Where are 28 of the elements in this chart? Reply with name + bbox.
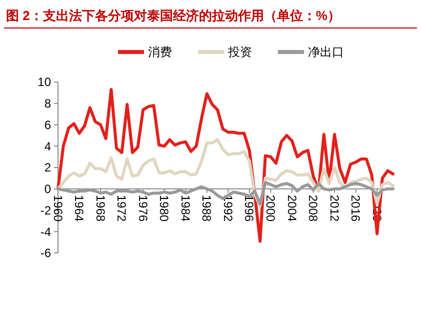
x-tick-label: 1996 [242, 194, 256, 222]
x-tick-label: 1984 [178, 194, 192, 222]
x-tick-label: 1972 [114, 194, 129, 222]
y-tick-label: -2 [40, 203, 52, 218]
x-tick-label: 2016 [348, 194, 363, 222]
x-tick-label: 2008 [306, 194, 320, 222]
y-tick-label: 2 [44, 160, 52, 175]
x-tick-label: 1988 [200, 194, 214, 222]
x-tick-label: 1980 [157, 194, 172, 222]
y-tick-label: 0 [44, 182, 52, 196]
x-tick-label: 2004 [284, 194, 299, 222]
chart-title: 图 2：支出法下各分项对泰国经济的拉动作用（单位：%） [6, 8, 340, 23]
y-tick-label: 8 [44, 96, 52, 111]
legend-label: 消费 [148, 45, 172, 60]
x-tick-label: 1964 [72, 194, 86, 222]
x-tick-label: 1992 [220, 194, 235, 222]
x-tick-label: 1976 [136, 194, 150, 222]
y-tick-label: -6 [40, 246, 52, 260]
x-tick-label: 2000 [264, 194, 278, 222]
y-tick-label: 10 [38, 75, 52, 90]
y-tick-label: 6 [44, 118, 52, 132]
legend-label: 投资 [227, 45, 252, 60]
legend-label: 净出口 [308, 45, 344, 60]
x-tick-label: 1968 [93, 194, 108, 222]
x-tick-label: 1960 [50, 194, 65, 222]
y-tick-label: 4 [44, 139, 52, 154]
y-tick-label: -4 [40, 224, 52, 239]
x-tick-label: 2012 [327, 194, 342, 222]
